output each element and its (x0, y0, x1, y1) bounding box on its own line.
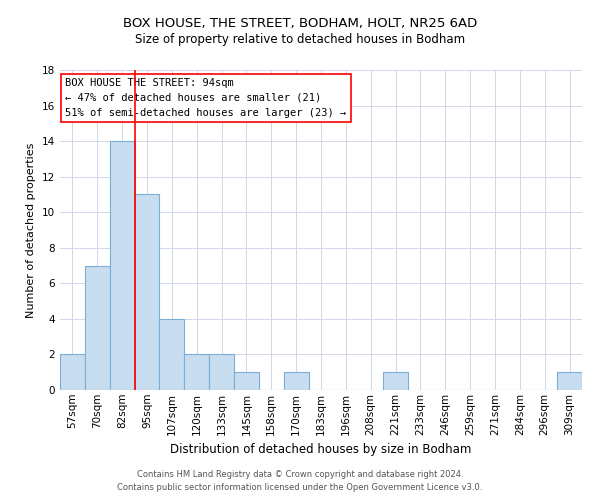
Text: Contains HM Land Registry data © Crown copyright and database right 2024.
Contai: Contains HM Land Registry data © Crown c… (118, 470, 482, 492)
Bar (284, 372, 308, 390)
Text: BOX HOUSE THE STREET: 94sqm
← 47% of detached houses are smaller (21)
51% of sem: BOX HOUSE THE STREET: 94sqm ← 47% of det… (65, 78, 346, 118)
Bar (110, 141, 134, 390)
Bar (184, 354, 209, 390)
Bar (134, 194, 160, 390)
Bar (160, 319, 184, 390)
Y-axis label: Number of detached properties: Number of detached properties (26, 142, 37, 318)
Text: BOX HOUSE, THE STREET, BODHAM, HOLT, NR25 6AD: BOX HOUSE, THE STREET, BODHAM, HOLT, NR2… (123, 18, 477, 30)
Bar (557, 372, 582, 390)
Text: Size of property relative to detached houses in Bodham: Size of property relative to detached ho… (135, 32, 465, 46)
X-axis label: Distribution of detached houses by size in Bodham: Distribution of detached houses by size … (170, 443, 472, 456)
Bar (60, 354, 85, 390)
Bar (209, 354, 234, 390)
Bar (85, 266, 110, 390)
Bar (234, 372, 259, 390)
Bar (383, 372, 408, 390)
